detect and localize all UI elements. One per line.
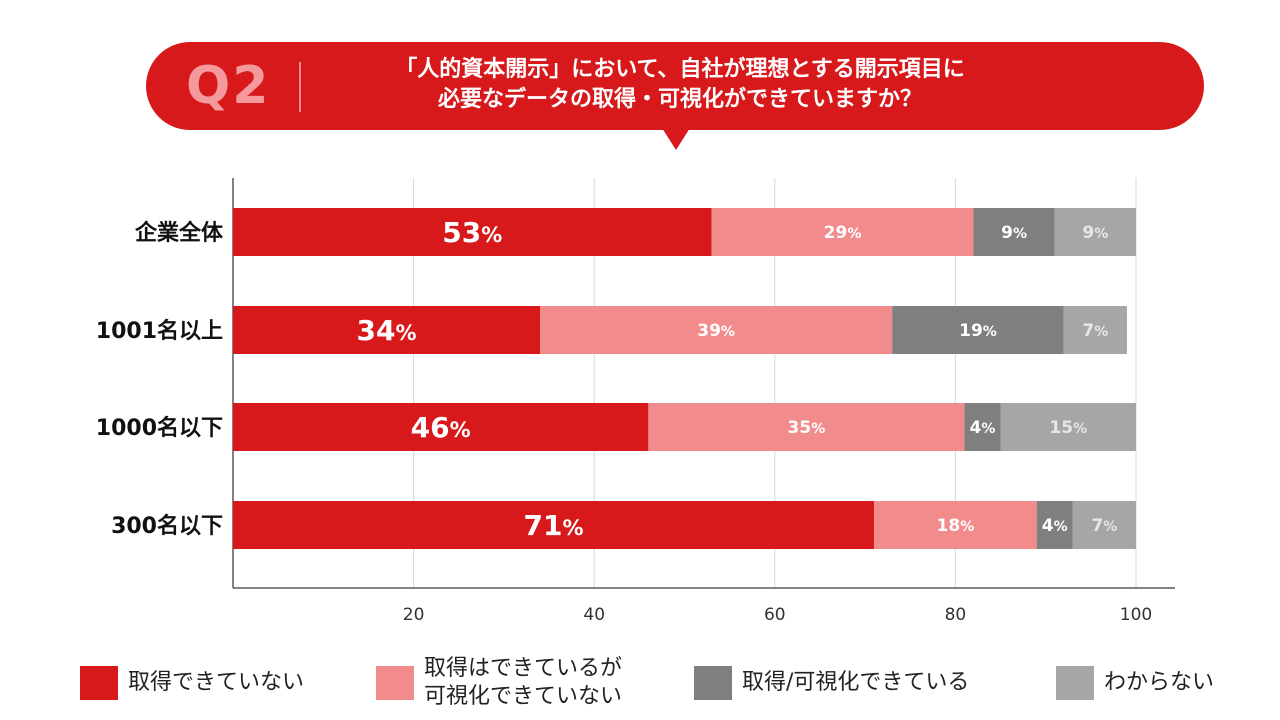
bar-segment-not-acquired <box>233 208 712 256</box>
data-label: 7% <box>1082 321 1108 341</box>
question-line-1: 「人的資本開示」において、自社が理想とする開示項目に <box>395 57 965 82</box>
legend-swatch-acquired-not-visualized <box>376 666 414 700</box>
legend-label-not-acquired: 取得できていない <box>128 670 305 695</box>
x-tick-label: 100 <box>1120 605 1152 625</box>
data-label: 7% <box>1091 516 1117 536</box>
x-tick-label: 80 <box>945 605 967 625</box>
data-label-value: 46 <box>411 411 450 444</box>
data-label: 46% <box>411 411 471 444</box>
data-label: 34% <box>357 314 417 347</box>
bar-segment-acquired-not-visualized <box>711 208 974 256</box>
bar-segment-unknown <box>1000 403 1136 451</box>
data-label: 4% <box>970 418 996 438</box>
legend-label-line-2: 可視化できていない <box>424 684 623 709</box>
legend-swatch-unknown <box>1056 666 1094 700</box>
data-label-value: 29 <box>824 223 848 243</box>
data-label-value: 39 <box>697 321 721 341</box>
data-label: 53% <box>442 216 502 249</box>
category-label: 1000名以下 <box>96 415 223 441</box>
bar-segment-unknown <box>1054 208 1136 256</box>
data-label-value: 7 <box>1091 516 1103 536</box>
legend-swatch-not-acquired <box>80 666 118 700</box>
bar-segment-not-acquired <box>233 403 649 451</box>
data-label-percent: % <box>1094 324 1108 340</box>
question-banner <box>146 42 1204 130</box>
data-label-percent: % <box>721 324 735 340</box>
bar-segment-acquired-not-visualized <box>540 306 893 354</box>
bar-segment-unknown <box>1072 501 1136 549</box>
question-banner-tail <box>662 128 690 150</box>
bar-segment-acquired-visualized <box>964 403 1001 451</box>
bar-segment-unknown <box>1063 306 1127 354</box>
data-label: 29% <box>824 223 862 243</box>
category-label: 1001名以上 <box>96 318 223 344</box>
data-label-percent: % <box>1103 519 1117 535</box>
data-label-value: 4 <box>970 418 982 438</box>
legend-item-acquired-visualized: 取得/可視化できている <box>694 648 969 718</box>
data-label-value: 18 <box>937 516 961 536</box>
data-label-percent: % <box>1094 226 1108 242</box>
data-label-value: 71 <box>524 509 563 542</box>
data-label: 35% <box>788 418 826 438</box>
data-label-value: 53 <box>442 216 481 249</box>
data-label-value: 15 <box>1049 418 1073 438</box>
data-label-value: 9 <box>1001 223 1013 243</box>
legend-item-not-acquired: 取得できていない <box>80 648 304 718</box>
question-divider <box>299 62 301 112</box>
x-tick-label: 60 <box>764 605 786 625</box>
legend-item-acquired-not-visualized: 取得はできているが 可視化できていない <box>376 648 622 718</box>
data-label-percent: % <box>1013 226 1027 242</box>
data-label-percent: % <box>563 516 584 540</box>
data-label-percent: % <box>450 418 471 442</box>
data-label: 9% <box>1082 223 1108 243</box>
bar-segment-acquired-not-visualized <box>648 403 965 451</box>
legend-label-unknown: わからない <box>1104 670 1215 695</box>
data-label: 15% <box>1049 418 1087 438</box>
data-label-value: 34 <box>357 314 396 347</box>
data-label: 18% <box>937 516 975 536</box>
data-label: 19% <box>959 321 997 341</box>
data-label-value: 35 <box>788 418 812 438</box>
bar-segment-acquired-visualized <box>973 208 1055 256</box>
bar-segment-acquired-visualized <box>892 306 1064 354</box>
data-label-value: 9 <box>1082 223 1094 243</box>
data-label-percent: % <box>981 421 995 437</box>
data-label-percent: % <box>847 226 861 242</box>
data-label-percent: % <box>811 421 825 437</box>
data-label-percent: % <box>960 519 974 535</box>
data-label-value: 4 <box>1042 516 1054 536</box>
legend-label-acquired-visualized: 取得/可視化できている <box>742 670 970 695</box>
data-label: 71% <box>524 509 584 542</box>
data-label-percent: % <box>1073 421 1087 437</box>
legend-item-unknown: わからない <box>1056 648 1214 718</box>
data-label: 4% <box>1042 516 1068 536</box>
data-label-percent: % <box>1054 519 1068 535</box>
data-label: 39% <box>697 321 735 341</box>
bar-segment-not-acquired <box>233 306 541 354</box>
data-label-percent: % <box>395 321 416 345</box>
legend-label-acquired-not-visualized: 取得はできているが 可視化できていない <box>424 655 622 711</box>
legend-label-line-1: 取得はできているが <box>424 656 623 681</box>
question-text: 「人的資本開示」において、自社が理想とする開示項目に 必要なデータの取得・可視化… <box>320 55 1040 115</box>
question-line-2: 必要なデータの取得・可視化ができていますか？ <box>437 87 922 112</box>
data-label: 9% <box>1001 223 1027 243</box>
bar-segment-not-acquired <box>233 501 875 549</box>
data-label-percent: % <box>481 223 502 247</box>
data-label-value: 19 <box>959 321 983 341</box>
data-label-percent: % <box>983 324 997 340</box>
x-tick-label: 40 <box>583 605 605 625</box>
bar-segment-acquired-not-visualized <box>874 501 1037 549</box>
x-tick-label: 20 <box>403 605 425 625</box>
legend-swatch-acquired-visualized <box>694 666 732 700</box>
data-label-value: 7 <box>1082 321 1094 341</box>
category-label: 企業全体 <box>134 220 224 246</box>
question-number: Q2 <box>186 56 271 116</box>
bar-segment-acquired-visualized <box>1036 501 1073 549</box>
category-label: 300名以下 <box>111 513 223 539</box>
